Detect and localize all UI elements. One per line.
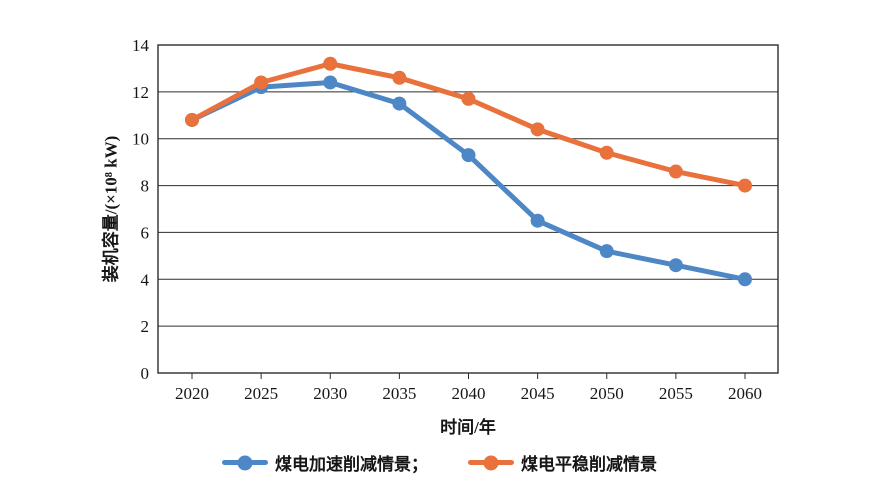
y-tick-label: 10 (132, 130, 149, 149)
x-tick-label: 2045 (521, 384, 555, 403)
y-tick-label: 8 (141, 177, 150, 196)
data-point (530, 213, 545, 228)
x-tick-label: 2035 (382, 384, 416, 403)
x-axis-title: 时间/年 (440, 418, 496, 437)
y-tick-label: 2 (141, 317, 150, 336)
data-point (254, 75, 269, 90)
y-tick-label: 6 (141, 223, 150, 242)
data-point (323, 75, 338, 90)
x-tick-label: 2040 (452, 384, 486, 403)
x-tick-label: 2025 (244, 384, 278, 403)
data-point (668, 164, 683, 179)
y-axis-title: 装机容量/(×10⁸ kW) (101, 135, 121, 283)
x-tick-label: 2030 (313, 384, 347, 403)
legend-item-accelerated-reduction: 煤电加速削减情景； (222, 450, 428, 475)
data-point (185, 112, 199, 127)
legend-dot-orange (483, 455, 499, 470)
legend-label-steady-reduction: 煤电平稳削减情景 (521, 455, 657, 474)
x-tick-label: 2050 (590, 384, 624, 403)
x-tick-label: 2055 (659, 384, 693, 403)
x-tick-label: 2060 (728, 384, 762, 403)
data-point (599, 244, 614, 259)
data-point (738, 178, 752, 193)
y-tick-label: 14 (132, 36, 150, 55)
series-line-1 (189, 61, 748, 189)
series-line-0 (189, 79, 748, 282)
data-point (323, 56, 338, 71)
data-point (461, 148, 476, 163)
data-point (738, 272, 752, 287)
legend-dot-blue (237, 455, 253, 470)
y-tick-label: 0 (141, 364, 150, 383)
data-point (530, 122, 545, 137)
y-tick-label: 12 (132, 83, 149, 102)
y-tick-label: 4 (141, 270, 150, 289)
legend: 煤电加速削减情景； 煤电平稳削减情景 (0, 450, 879, 475)
data-point (599, 145, 614, 160)
legend-item-steady-reduction: 煤电平稳削减情景 (468, 450, 657, 475)
data-point (668, 258, 683, 273)
data-point (392, 96, 407, 111)
x-tick-label: 2020 (175, 384, 209, 403)
data-point (392, 70, 407, 85)
legend-marker-blue (222, 455, 268, 470)
legend-marker-orange (468, 455, 514, 470)
legend-label-accelerated-reduction: 煤电加速削减情景； (275, 455, 428, 474)
data-point (461, 91, 476, 106)
